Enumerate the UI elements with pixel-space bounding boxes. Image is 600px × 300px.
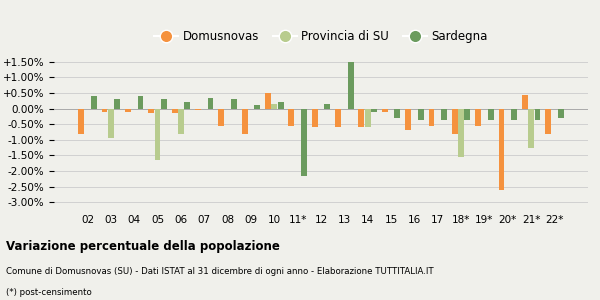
Bar	[365, 109, 371, 127]
Bar	[125, 109, 131, 112]
Bar	[218, 109, 224, 126]
Bar	[464, 109, 470, 119]
Bar	[382, 109, 388, 112]
Bar	[458, 109, 464, 157]
Bar	[428, 109, 434, 126]
Bar	[312, 109, 317, 127]
Bar	[208, 98, 214, 109]
Bar	[394, 109, 400, 118]
Bar	[558, 109, 564, 118]
Bar	[101, 109, 107, 112]
Bar	[178, 109, 184, 134]
Text: (*) post-censimento: (*) post-censimento	[6, 288, 92, 297]
Bar	[371, 109, 377, 112]
Bar	[184, 102, 190, 109]
Bar	[155, 109, 160, 160]
Bar	[488, 109, 494, 119]
Bar	[511, 109, 517, 119]
Bar	[535, 109, 541, 119]
Bar	[108, 109, 114, 138]
Bar	[195, 109, 201, 110]
Bar	[325, 104, 330, 109]
Bar	[301, 109, 307, 176]
Bar	[528, 109, 534, 148]
Bar	[405, 109, 411, 130]
Bar	[441, 109, 447, 119]
Bar	[499, 109, 505, 190]
Bar	[231, 99, 237, 109]
Bar	[78, 109, 84, 134]
Text: Variazione percentuale della popolazione: Variazione percentuale della popolazione	[6, 240, 280, 253]
Bar	[452, 109, 458, 134]
Bar	[161, 99, 167, 109]
Bar	[271, 104, 277, 109]
Legend: Domusnovas, Provincia di SU, Sardegna: Domusnovas, Provincia di SU, Sardegna	[149, 26, 493, 48]
Bar	[278, 102, 284, 109]
Bar	[242, 109, 248, 134]
Bar	[172, 109, 178, 113]
Bar	[335, 109, 341, 127]
Bar	[358, 109, 364, 127]
Bar	[545, 109, 551, 134]
Bar	[114, 99, 120, 109]
Bar	[265, 93, 271, 109]
Bar	[348, 62, 353, 109]
Bar	[475, 109, 481, 126]
Bar	[418, 109, 424, 119]
Bar	[137, 96, 143, 109]
Bar	[91, 96, 97, 109]
Text: Comune di Domusnovas (SU) - Dati ISTAT al 31 dicembre di ogni anno - Elaborazion: Comune di Domusnovas (SU) - Dati ISTAT a…	[6, 267, 434, 276]
Bar	[522, 94, 528, 109]
Bar	[148, 109, 154, 113]
Bar	[289, 109, 294, 126]
Bar	[254, 106, 260, 109]
